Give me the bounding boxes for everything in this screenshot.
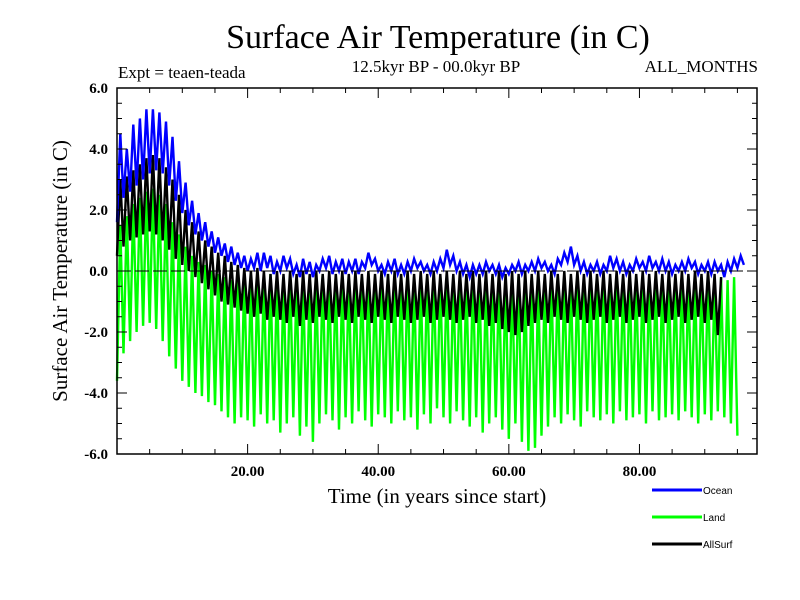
- legend-label: Land: [703, 513, 725, 524]
- y-axis-title: Surface Air Temperature (in C): [48, 140, 72, 402]
- x-tick-label: 80.00: [623, 464, 657, 480]
- x-tick-label: 20.00: [231, 464, 265, 480]
- y-tick-labels: -6.0 -4.0 -2.0 0.0 2.0 4.0 6.0: [84, 81, 108, 463]
- time-range-label: 12.5kyr BP - 00.0kyr BP: [352, 57, 520, 76]
- legend-item-allsurf: AllSurf: [652, 540, 733, 551]
- x-tick-label: 60.00: [492, 464, 526, 480]
- legend-item-ocean: Ocean: [652, 486, 732, 497]
- x-tick-label: 40.00: [361, 464, 395, 480]
- x-axis-title: Time (in years since start): [328, 484, 547, 508]
- y-tick-label: -2.0: [84, 325, 108, 341]
- legend-label: Ocean: [703, 486, 732, 497]
- legend-label: AllSurf: [703, 540, 733, 551]
- y-tick-label: 6.0: [89, 81, 108, 97]
- legend: Ocean Land AllSurf: [652, 486, 733, 551]
- y-tick-label: 4.0: [89, 142, 108, 158]
- y-tick-label: 0.0: [89, 264, 108, 280]
- legend-item-land: Land: [652, 513, 725, 524]
- y-tick-label: -6.0: [84, 447, 108, 463]
- series-line-land: [115, 188, 739, 451]
- y-tick-label: 2.0: [89, 203, 108, 219]
- ticks-layer: [117, 87, 757, 455]
- months-label: ALL_MONTHS: [645, 57, 758, 76]
- series-line-allsurf: [115, 155, 723, 336]
- chart-title: Surface Air Temperature (in C): [226, 19, 650, 56]
- experiment-label: Expt = teaen-teada: [118, 63, 246, 82]
- series-line-ocean: [115, 109, 746, 282]
- y-tick-label: -4.0: [84, 386, 108, 402]
- x-tick-labels: 20.00 40.00 60.00 80.00: [231, 464, 657, 480]
- series-layer: [115, 109, 746, 451]
